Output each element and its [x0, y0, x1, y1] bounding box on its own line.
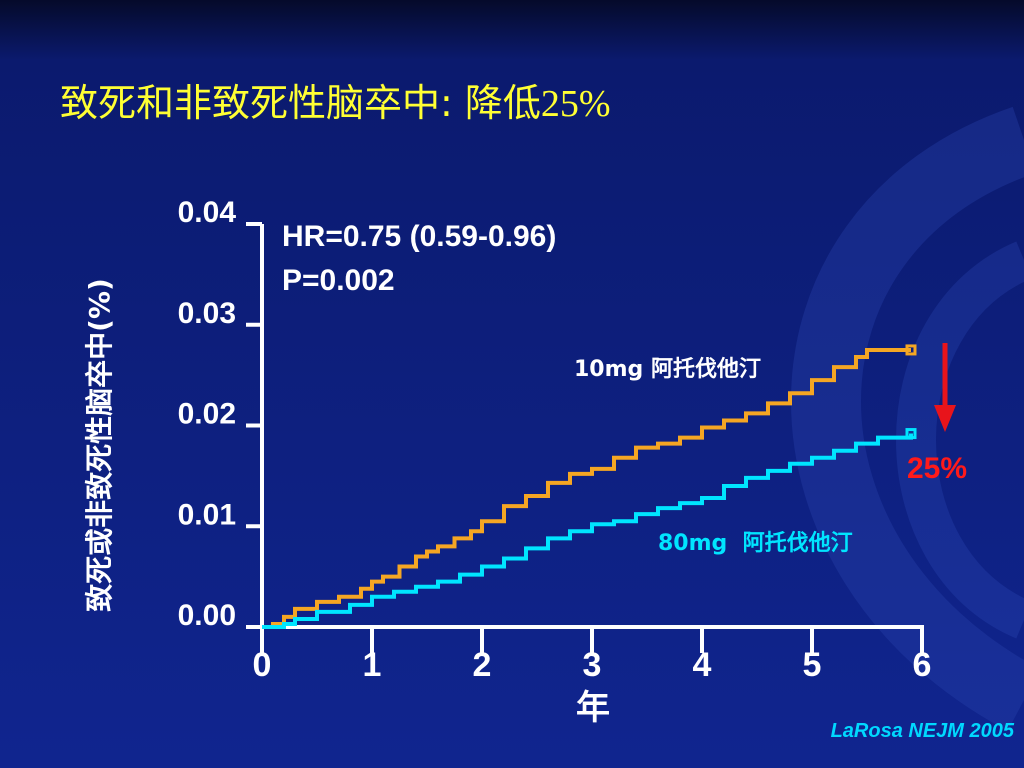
- title-text: 致死和非致死性脑卒中: 降低: [60, 81, 541, 125]
- series-label-10mg: 10mg 阿托伐他汀: [574, 357, 761, 382]
- y-axis-label: 致死或非致死性脑卒中(%): [83, 278, 116, 612]
- series-line-80mg: [262, 433, 913, 629]
- y-tick-label: 0.04: [178, 196, 237, 229]
- series-line-10mg: [262, 347, 911, 629]
- hazard-ratio-annotation: HR=0.75 (0.59-0.96): [282, 220, 557, 253]
- y-tick-label: 0.03: [178, 297, 236, 330]
- x-tick-label: 1: [363, 646, 382, 684]
- chart-series: [262, 344, 917, 629]
- x-axis-label: 年: [576, 688, 610, 728]
- slide-title: 致死和非致死性脑卒中: 降低25%: [60, 72, 611, 127]
- y-tick-label: 0.01: [178, 498, 236, 531]
- chart-axes: 0.00 0.01 0.02 0.03 0.04 0 1 2 3 4 5 6: [178, 196, 932, 684]
- x-tick-label: 2: [473, 646, 492, 684]
- series-line-10mg-endpoint: [905, 344, 917, 356]
- arrow-head: [934, 405, 956, 432]
- p-value-annotation: P=0.002: [282, 264, 395, 297]
- y-tick-label: 0.02: [178, 398, 236, 431]
- reduction-label: 25%: [907, 452, 968, 485]
- x-tick-label: 0: [253, 646, 272, 684]
- reduction-arrow: [934, 343, 956, 432]
- y-tick-label: 0.00: [178, 599, 236, 632]
- title-percent: 25%: [540, 83, 611, 125]
- series-label-80mg: 80mg 阿托伐他汀: [658, 531, 853, 556]
- citation: LaRosa NEJM 2005: [830, 720, 1014, 742]
- x-tick-label: 4: [693, 646, 712, 684]
- x-tick-label: 5: [803, 646, 822, 684]
- x-tick-label: 3: [583, 646, 602, 684]
- series-line-80mg-endpoint: [905, 428, 917, 440]
- x-tick-label: 6: [913, 646, 932, 684]
